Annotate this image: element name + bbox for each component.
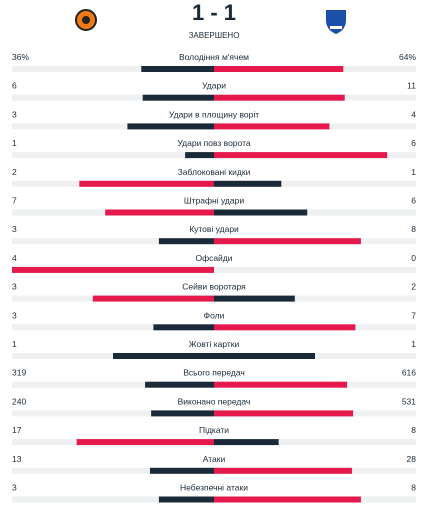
stat-label: Штрафні удари bbox=[184, 196, 244, 206]
home-value: 1 bbox=[12, 339, 17, 349]
home-bar bbox=[12, 266, 214, 273]
away-bar bbox=[214, 295, 295, 302]
home-value: 1 bbox=[12, 138, 17, 148]
away-bar bbox=[214, 439, 279, 446]
away-value: 8 bbox=[411, 425, 416, 435]
home-bar bbox=[76, 439, 214, 446]
away-bar bbox=[214, 209, 308, 216]
away-bar bbox=[214, 324, 356, 331]
away-bar bbox=[214, 66, 344, 72]
away-value: 616 bbox=[402, 368, 416, 378]
home-bar bbox=[185, 152, 214, 159]
score: 1 - 1 bbox=[192, 0, 236, 25]
away-value: 11 bbox=[407, 81, 416, 91]
away-value: 0 bbox=[411, 253, 416, 263]
home-value: 6 bbox=[12, 81, 17, 91]
home-bar bbox=[153, 324, 214, 331]
home-value: 3 bbox=[12, 109, 17, 119]
home-value: 17 bbox=[12, 425, 22, 435]
home-bar bbox=[79, 180, 214, 187]
away-value: 6 bbox=[411, 138, 416, 148]
stat-label: Фоли bbox=[204, 310, 225, 320]
home-logo bbox=[75, 9, 97, 31]
home-value: 3 bbox=[12, 483, 17, 493]
away-bar bbox=[214, 238, 361, 245]
stat-label: Атаки bbox=[203, 454, 226, 464]
stat-label: Удари повз ворота bbox=[177, 138, 250, 148]
stat-label: Кутові удари bbox=[189, 224, 239, 234]
stat-label: Небезпечні атаки bbox=[180, 483, 248, 493]
home-bar bbox=[158, 238, 214, 245]
home-bar bbox=[142, 94, 214, 101]
home-value: 4 bbox=[12, 253, 17, 263]
away-bar bbox=[214, 410, 354, 417]
away-bar bbox=[214, 180, 282, 187]
home-bar bbox=[151, 410, 214, 417]
away-value: 531 bbox=[402, 396, 416, 406]
stat-label: Володіння м'ячем bbox=[179, 52, 249, 62]
away-value: 8 bbox=[411, 224, 416, 234]
stat-label: Удари bbox=[202, 81, 226, 91]
stat-label: Підкати bbox=[199, 425, 229, 435]
stat-label: Удари в площину воріт bbox=[169, 109, 259, 119]
away-value: 6 bbox=[411, 196, 416, 206]
stat-label: Офсайди bbox=[195, 253, 232, 263]
away-bar bbox=[214, 467, 352, 474]
away-bar bbox=[214, 123, 330, 130]
stat-label: Сейви воротаря bbox=[182, 282, 246, 292]
away-value: 64% bbox=[399, 52, 416, 62]
home-bar bbox=[113, 353, 214, 359]
away-bar bbox=[214, 94, 345, 101]
home-value: 319 bbox=[12, 368, 26, 378]
stat-label: Заблоковані кидки bbox=[178, 167, 251, 177]
away-value: 7 bbox=[411, 310, 416, 320]
match-status: ЗАВЕРШЕНО bbox=[189, 31, 240, 40]
home-value: 3 bbox=[12, 282, 17, 292]
home-value: 13 bbox=[12, 454, 22, 464]
away-value: 2 bbox=[411, 282, 416, 292]
away-bar bbox=[214, 353, 315, 359]
away-value: 1 bbox=[411, 339, 416, 349]
home-bar bbox=[149, 467, 214, 474]
home-bar bbox=[105, 209, 214, 216]
home-value: 3 bbox=[12, 224, 17, 234]
home-bar bbox=[92, 295, 214, 302]
stat-label: Жовті картки bbox=[189, 339, 240, 349]
home-value: 7 bbox=[12, 196, 17, 206]
away-logo bbox=[326, 10, 346, 34]
away-value: 28 bbox=[407, 454, 417, 464]
away-bar bbox=[214, 152, 388, 159]
home-value: 2 bbox=[12, 167, 17, 177]
home-bar bbox=[141, 66, 214, 72]
home-bar bbox=[127, 123, 214, 130]
home-bar bbox=[158, 496, 214, 503]
away-bar bbox=[214, 381, 348, 388]
home-value: 240 bbox=[12, 396, 26, 406]
away-value: 4 bbox=[411, 109, 416, 119]
away-bar bbox=[214, 496, 361, 503]
home-value: 3 bbox=[12, 310, 17, 320]
away-value: 1 bbox=[411, 167, 416, 177]
home-bar bbox=[145, 381, 214, 388]
away-value: 8 bbox=[411, 483, 416, 493]
stat-label: Всього передач bbox=[183, 368, 245, 378]
stat-label: Виконано передач bbox=[178, 396, 251, 406]
home-value: 36% bbox=[12, 52, 29, 62]
